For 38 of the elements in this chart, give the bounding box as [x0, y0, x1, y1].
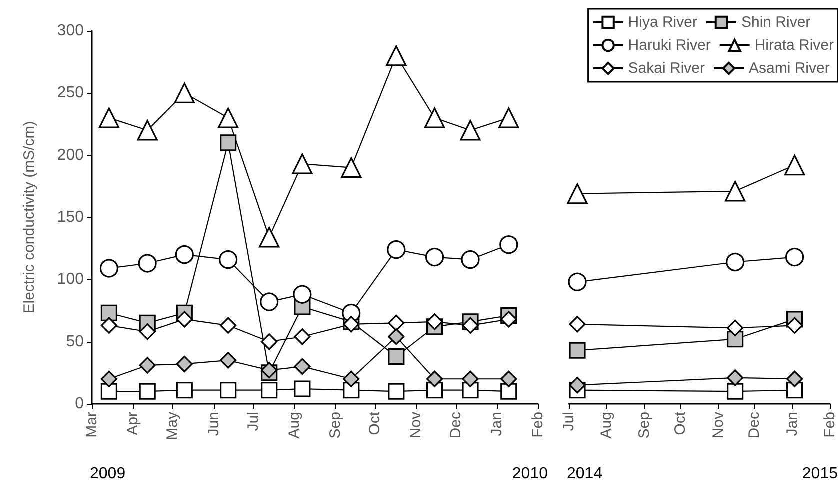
- x-tick-label: Feb: [822, 412, 838, 438]
- x-tick-label: Jul: [560, 412, 578, 432]
- legend-label: Asami River: [748, 60, 830, 77]
- x-tick-label: Dec: [447, 412, 464, 439]
- legend-label: Sakai River: [628, 60, 706, 77]
- x-tick-label: Feb: [530, 412, 546, 438]
- x-tick-label: Nov: [408, 412, 425, 439]
- y-tick-label: 250: [57, 84, 84, 102]
- x-tick-label: Oct: [366, 411, 384, 436]
- legend-label: Haruki River: [628, 37, 711, 54]
- x-tick-label: Jan: [784, 412, 801, 436]
- text: 2010: [512, 466, 548, 482]
- y-axis-title: Electric conductivity (mS/cm): [21, 121, 38, 314]
- y-tick-label: 50: [66, 333, 84, 350]
- legend-label: Hirata River: [754, 37, 834, 54]
- x-tick-label: Jan: [488, 412, 506, 436]
- x-tick-label: Aug: [598, 412, 616, 439]
- y-tick-label: 150: [57, 209, 84, 226]
- text: 2009: [90, 466, 126, 482]
- x-tick-label: Nov: [710, 412, 727, 439]
- x-tick-label: Jul: [244, 412, 262, 432]
- text: 2015: [802, 466, 838, 482]
- x-tick-label: May: [164, 412, 182, 440]
- y-tick-label: 0: [75, 396, 84, 412]
- y-tick-label: 300: [57, 22, 84, 40]
- x-tick-label: Oct: [672, 411, 690, 436]
- legend-label: Hiya River: [628, 14, 698, 31]
- x-tick-label: Mar: [84, 412, 100, 438]
- x-tick-label: Apr: [124, 412, 142, 436]
- y-tick-label: 100: [57, 271, 84, 288]
- x-tick-label: Jun: [205, 412, 222, 436]
- x-tick-label: Dec: [746, 412, 764, 439]
- y-tick-label: 200: [57, 146, 84, 164]
- legend-label: Shin River: [741, 14, 811, 31]
- text: 2014: [567, 466, 603, 482]
- x-tick-label: Sep: [636, 412, 653, 439]
- x-tick-label: Sep: [327, 412, 344, 439]
- x-tick-label: Aug: [286, 412, 303, 439]
